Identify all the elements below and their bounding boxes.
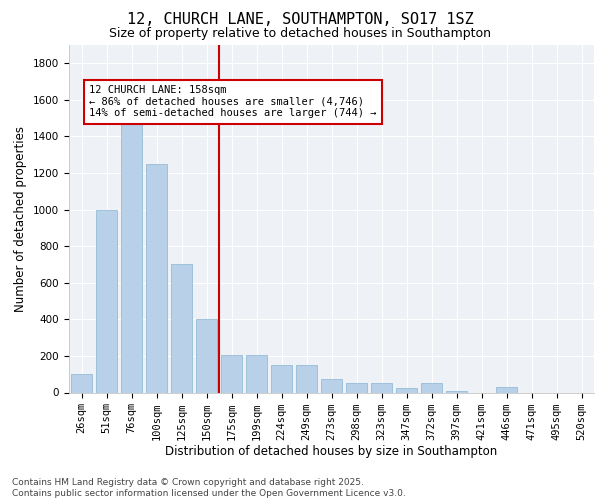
Bar [146, 164, 167, 392]
Bar [446, 390, 467, 392]
Bar [296, 365, 317, 392]
Bar [221, 355, 242, 393]
Y-axis label: Number of detached properties: Number of detached properties [14, 126, 28, 312]
Text: 12 CHURCH LANE: 158sqm
← 86% of detached houses are smaller (4,746)
14% of semi-: 12 CHURCH LANE: 158sqm ← 86% of detached… [89, 85, 377, 118]
Bar [71, 374, 92, 392]
Bar [421, 384, 442, 392]
Bar [371, 384, 392, 392]
X-axis label: Distribution of detached houses by size in Southampton: Distribution of detached houses by size … [166, 446, 497, 458]
Text: 12, CHURCH LANE, SOUTHAMPTON, SO17 1SZ: 12, CHURCH LANE, SOUTHAMPTON, SO17 1SZ [127, 12, 473, 28]
Bar [346, 384, 367, 392]
Bar [196, 320, 217, 392]
Bar [496, 387, 517, 392]
Text: Size of property relative to detached houses in Southampton: Size of property relative to detached ho… [109, 28, 491, 40]
Bar [121, 118, 142, 392]
Bar [96, 210, 117, 392]
Bar [171, 264, 192, 392]
Bar [321, 379, 342, 392]
Bar [271, 365, 292, 392]
Bar [246, 355, 267, 393]
Bar [396, 388, 417, 392]
Text: Contains HM Land Registry data © Crown copyright and database right 2025.
Contai: Contains HM Land Registry data © Crown c… [12, 478, 406, 498]
